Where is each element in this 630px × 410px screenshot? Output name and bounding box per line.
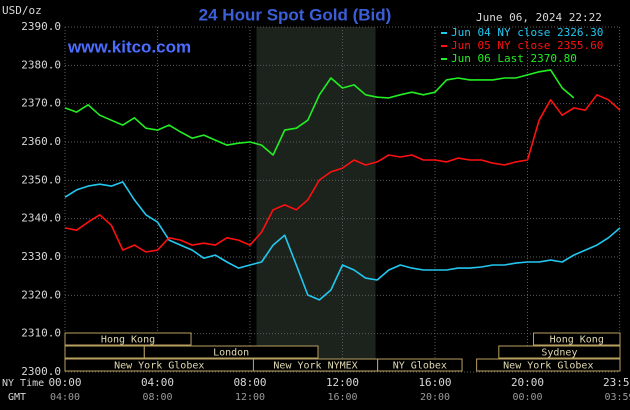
- x-tick-label: 23:59: [603, 376, 630, 389]
- y-tick-label: 2340.0: [21, 212, 61, 225]
- x-tick-label: 08:00: [233, 376, 266, 389]
- x2-tick-label: 12:00: [235, 392, 265, 403]
- y-tick-label: 2320.0: [21, 288, 61, 301]
- session-bar: [377, 358, 463, 372]
- x-tick-label: 16:00: [418, 376, 451, 389]
- session-label: New York Globex: [503, 361, 593, 372]
- plot-area: [64, 26, 621, 373]
- session-label: Hong Kong: [550, 335, 604, 346]
- session-bar: [498, 345, 621, 359]
- x2-axis-label: GMT: [8, 392, 26, 403]
- session-bar: [64, 332, 192, 346]
- session-bar: [476, 358, 621, 372]
- session-bar: [64, 345, 145, 359]
- series-line: [64, 181, 621, 301]
- x2-tick-label: 16:00: [327, 392, 357, 403]
- x2-tick-label: 08:00: [142, 392, 172, 403]
- highlight-band: [256, 27, 376, 372]
- session-bar: [143, 345, 319, 359]
- y-tick-label: 2370.0: [21, 97, 61, 110]
- timestamp: June 06, 2024 22:22: [476, 11, 602, 24]
- y-tick-label: 2360.0: [21, 135, 61, 148]
- y-tick-label: 2330.0: [21, 250, 61, 263]
- x-tick-label: 20:00: [511, 376, 544, 389]
- x2-tick-label: 00:00: [512, 392, 542, 403]
- x-tick-label: 04:00: [141, 376, 174, 389]
- y-tick-label: 2350.0: [21, 173, 61, 186]
- session-bar: [533, 332, 621, 346]
- session-label: Sydney: [541, 348, 577, 359]
- series-line: [64, 94, 621, 253]
- y-tick-label: 2300.0: [21, 365, 61, 378]
- y-tick-label: 2390.0: [21, 20, 61, 33]
- session-label: NY Globex: [393, 361, 447, 372]
- session-label: London: [213, 348, 249, 359]
- x-tick-label: 12:00: [326, 376, 359, 389]
- x2-tick-label: 04:00: [50, 392, 80, 403]
- session-label: New York Globex: [114, 361, 204, 372]
- chart-title: 24 Hour Spot Gold (Bid): [199, 5, 392, 24]
- legend-label: Jun 06 Last 2370.80: [451, 52, 577, 65]
- session-label: Hong Kong: [101, 335, 155, 346]
- subtitle: www.kitco.com: [67, 37, 191, 56]
- x2-tick-label: 03:59: [604, 392, 630, 403]
- y-unit: USD/oz: [2, 4, 42, 17]
- y-tick-label: 2380.0: [21, 58, 61, 71]
- legend-label: Jun 05 NY close 2355.60: [451, 39, 603, 52]
- session-label: New York NYMEX: [273, 361, 357, 372]
- series-line: [64, 69, 575, 156]
- y-tick-label: 2310.0: [21, 327, 61, 340]
- legend-label: Jun 04 NY close 2326.30: [451, 26, 603, 39]
- x-tick-label: 00:00: [48, 376, 81, 389]
- x2-tick-label: 20:00: [420, 392, 450, 403]
- x-axis-label: NY Time: [2, 378, 44, 389]
